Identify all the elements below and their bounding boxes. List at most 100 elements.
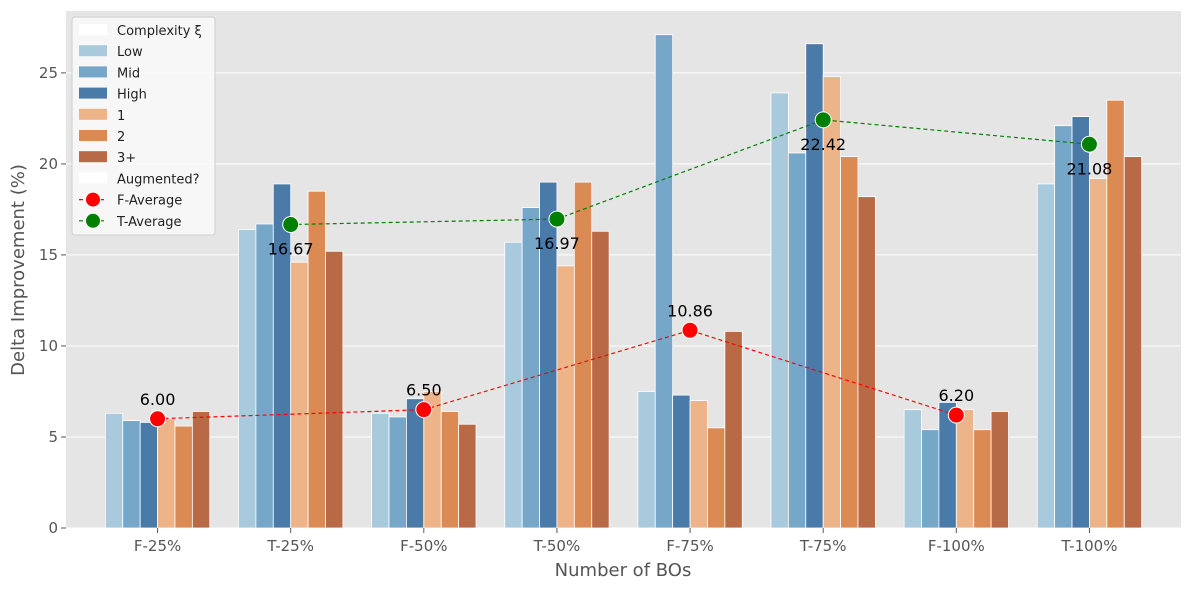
legend-group-title: Augmented?	[117, 172, 200, 187]
bar	[406, 398, 425, 529]
bar	[1123, 156, 1143, 529]
x-tick-label: T-25%	[266, 537, 314, 555]
legend-group-swatch	[79, 24, 107, 35]
x-tick-label: T-75%	[799, 537, 847, 555]
bar	[325, 250, 344, 529]
series-point	[548, 210, 566, 228]
series-point	[947, 406, 965, 424]
bar	[388, 416, 407, 529]
average-lines: 6.00 6.50 10.86 6.20 16.67 16.97 22.42 21.08	[140, 111, 1113, 428]
legend-entry: 1	[117, 109, 125, 124]
data-label: 21.08	[1067, 159, 1113, 178]
legend-entry: Mid	[117, 66, 140, 81]
bar	[672, 394, 691, 529]
bar	[440, 411, 460, 529]
legend-group-swatch	[79, 172, 107, 184]
legend-entry: High	[117, 88, 147, 103]
y-tick-label: 20	[39, 155, 58, 173]
bar	[770, 92, 789, 529]
legend: Complexity ξ Low Mid High 1 2 3+ Augmented? F-Av…	[71, 16, 216, 236]
x-tick-label: F-75%	[666, 537, 713, 555]
bar	[371, 412, 390, 529]
y-tick-label: 5	[48, 428, 58, 446]
legend-entry: 3+	[117, 151, 136, 166]
legend-swatch	[79, 45, 107, 57]
bar	[1071, 116, 1090, 529]
legend-swatch	[79, 108, 107, 120]
legend-entry: Low	[117, 45, 143, 60]
series-point	[1080, 135, 1098, 153]
x-tick-label: F-50%	[400, 537, 447, 555]
legend-swatch	[79, 66, 107, 78]
data-label: 16.67	[268, 240, 314, 259]
data-label: 10.86	[667, 301, 713, 320]
legend-box	[71, 16, 216, 236]
y-axis: 0 5 10 15 20 25	[39, 64, 66, 537]
x-tick-label: F-100%	[928, 537, 985, 555]
legend-marker	[85, 212, 101, 229]
legend-swatch	[79, 151, 107, 163]
series-line	[157, 329, 957, 420]
bar	[458, 423, 477, 529]
bar	[724, 330, 743, 529]
series-line	[290, 119, 1090, 226]
series-point	[415, 401, 433, 419]
bar	[1054, 125, 1073, 529]
bar	[973, 429, 992, 529]
bar	[857, 196, 876, 529]
bar	[191, 411, 211, 529]
bar	[174, 425, 193, 529]
bar	[290, 261, 309, 529]
y-tick-label: 10	[39, 337, 58, 355]
bar	[255, 223, 274, 529]
data-label: 6.50	[406, 381, 442, 400]
x-axis-label: Number of BOs	[555, 560, 692, 581]
plot-area	[66, 11, 1181, 528]
legend-swatch	[79, 87, 107, 99]
y-tick-label: 25	[39, 64, 58, 82]
bar	[990, 411, 1009, 529]
series-point	[814, 111, 832, 129]
data-label: 22.42	[800, 135, 846, 154]
series-point	[681, 321, 699, 339]
bar	[637, 391, 656, 529]
bar	[1089, 178, 1108, 529]
x-tick-label: F-25%	[134, 537, 181, 555]
legend-entry: F-Average	[117, 194, 182, 209]
y-tick-label: 0	[48, 519, 58, 537]
series-point	[149, 410, 167, 428]
series-point	[282, 216, 300, 234]
bar	[122, 420, 141, 529]
y-axis-label: Delta Improvement (%)	[8, 164, 29, 376]
bar	[556, 265, 575, 529]
legend-entry: T-Average	[116, 215, 182, 230]
data-label: 6.00	[140, 390, 176, 409]
bar	[903, 409, 922, 529]
bar	[787, 152, 807, 529]
legend-entry: 2	[117, 130, 125, 145]
y-tick-label: 15	[39, 246, 58, 264]
bar	[157, 418, 176, 529]
bar	[707, 427, 726, 529]
bars	[104, 34, 1143, 529]
bar	[840, 156, 859, 529]
legend-marker	[85, 191, 101, 208]
bar	[955, 409, 975, 529]
x-tick-label: T-50%	[533, 537, 581, 555]
bar	[921, 429, 940, 529]
bar	[139, 422, 158, 529]
x-axis: F-25% T-25% F-50% T-50% F-75% T-75% F-100% T-10…	[134, 528, 1117, 555]
bar	[238, 229, 257, 529]
bar	[591, 230, 610, 529]
bar	[104, 412, 124, 529]
x-tick-label: T-100%	[1060, 537, 1117, 555]
legend-group-title: Complexity ξ	[117, 24, 202, 39]
bar	[272, 183, 292, 529]
bar	[521, 207, 540, 529]
bar	[1036, 183, 1056, 529]
data-label: 6.20	[939, 386, 975, 405]
bar	[654, 34, 674, 529]
bar	[689, 400, 708, 529]
legend-swatch	[79, 130, 107, 141]
